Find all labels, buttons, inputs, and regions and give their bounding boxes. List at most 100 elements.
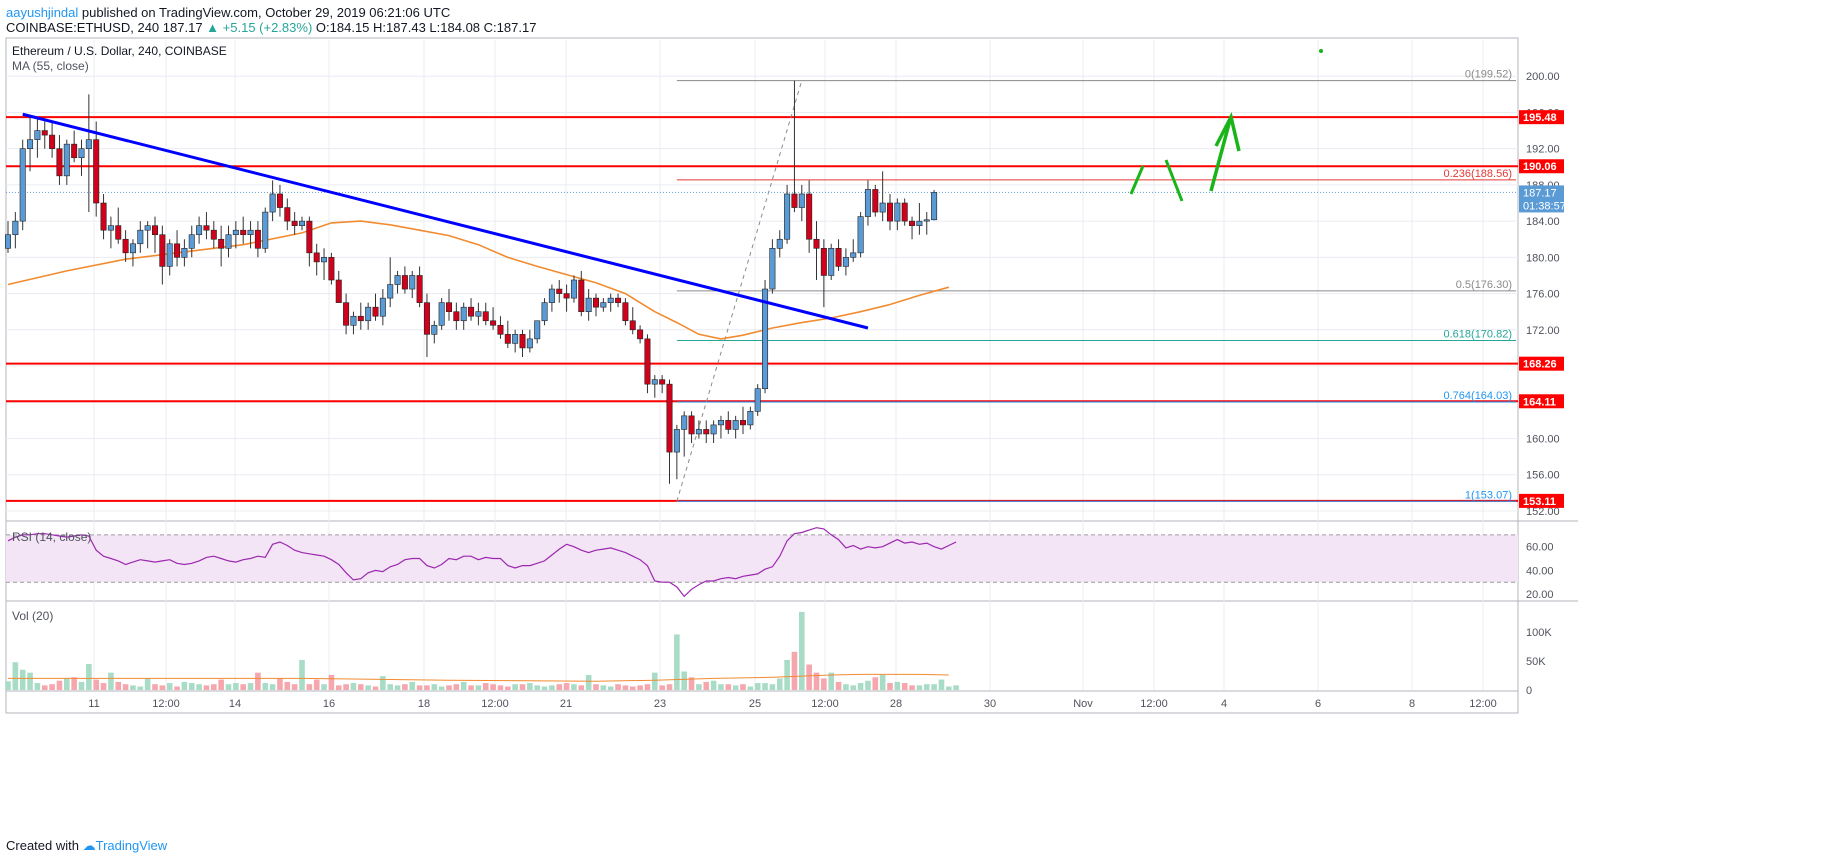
ma-label: MA (55, close) <box>12 59 89 73</box>
candle-body <box>181 248 188 258</box>
volume-bar <box>762 683 768 690</box>
candle <box>357 302 364 330</box>
candle <box>85 94 92 213</box>
candle-body <box>798 193 805 208</box>
candle-body <box>570 279 577 299</box>
author-link[interactable]: aayushjindal <box>6 5 79 20</box>
candle <box>27 116 34 172</box>
level-price-label: 190.06 <box>1523 161 1557 173</box>
high-label: H: <box>373 20 387 35</box>
volume-bar <box>857 683 864 690</box>
volume-bar <box>541 686 548 690</box>
volume-bar <box>600 685 607 690</box>
level-price-label: 168.26 <box>1523 359 1557 371</box>
y-tick-label: 172.00 <box>1526 325 1560 337</box>
fib-level-label: 0.764(164.03) <box>1444 390 1513 402</box>
volume-bar <box>953 685 959 690</box>
candle-body <box>556 288 563 294</box>
volume-bar <box>247 683 254 690</box>
candle <box>901 198 908 226</box>
volume-bar <box>19 669 26 690</box>
fib-level-label: 0.5(176.30) <box>1456 279 1512 291</box>
candle-body <box>622 302 629 322</box>
x-tick-label: 25 <box>749 698 761 710</box>
footer-brand[interactable]: TradingView <box>95 838 168 853</box>
candle <box>512 329 519 353</box>
candle-body <box>100 202 107 231</box>
candle-body <box>534 320 541 340</box>
x-tick-label: 30 <box>984 698 996 710</box>
candle <box>240 216 247 244</box>
candle-body <box>240 229 247 236</box>
candle-body <box>306 220 313 254</box>
candle <box>879 171 886 222</box>
candle <box>152 216 159 253</box>
candle-body <box>129 243 136 254</box>
x-tick-label: 12:00 <box>481 698 509 710</box>
candle <box>41 121 48 149</box>
candle <box>695 420 702 439</box>
candle-body <box>717 420 724 426</box>
candle-body <box>27 139 34 149</box>
candle <box>548 284 555 312</box>
candle <box>637 325 644 344</box>
candle <box>776 230 783 258</box>
x-tick-label: 12:00 <box>152 698 180 710</box>
candle <box>254 221 261 258</box>
candle <box>181 239 188 267</box>
candle-body <box>343 302 350 326</box>
candle <box>196 216 203 244</box>
volume-bar <box>931 684 937 690</box>
volume-bar <box>446 685 452 690</box>
candle <box>482 302 489 326</box>
candle <box>49 121 56 158</box>
volume-bar <box>424 685 430 690</box>
volume-bar <box>821 678 827 690</box>
candle <box>445 289 452 321</box>
volume-bar <box>5 681 11 690</box>
volume-bar <box>233 683 239 690</box>
tradingview-logo-icon: ☁ <box>82 838 96 853</box>
candle-body <box>34 130 41 140</box>
candle <box>894 198 901 231</box>
level-price-tag <box>1519 110 1564 125</box>
volume-bar <box>585 674 592 690</box>
volume-bar <box>460 681 467 690</box>
candle-body <box>548 288 555 303</box>
candle-body <box>49 134 56 149</box>
level-price-tag <box>1519 394 1564 409</box>
volume-bar <box>86 663 92 690</box>
candle <box>585 289 592 321</box>
candle-body <box>607 297 614 303</box>
volume-bar <box>380 676 386 690</box>
volume-bar <box>27 672 33 690</box>
x-tick-label: 23 <box>654 698 666 710</box>
marker-dot <box>1319 49 1323 53</box>
volume-bar <box>137 686 144 690</box>
volume-bar <box>306 684 313 690</box>
candle-body <box>335 279 342 303</box>
volume-bar <box>490 684 496 690</box>
candle <box>673 424 680 480</box>
candle <box>416 266 423 308</box>
candle-body <box>409 275 416 290</box>
y-tick-label: 152.00 <box>1526 506 1560 518</box>
candle <box>592 293 599 317</box>
candle <box>276 184 283 217</box>
candle <box>813 221 820 280</box>
candle <box>644 334 651 394</box>
volume-bar <box>718 684 724 690</box>
candle-body <box>445 302 452 312</box>
volume-bar <box>747 686 754 690</box>
candle <box>298 216 305 231</box>
volume-bar <box>100 683 107 690</box>
volume-bar <box>159 685 166 690</box>
candle-body <box>19 148 26 222</box>
candle <box>137 221 144 253</box>
candle <box>886 193 893 231</box>
rsi-label: RSI (14, close) <box>12 530 91 544</box>
candle-body <box>365 306 372 322</box>
candle-body <box>438 302 445 326</box>
candle-body <box>806 193 813 240</box>
